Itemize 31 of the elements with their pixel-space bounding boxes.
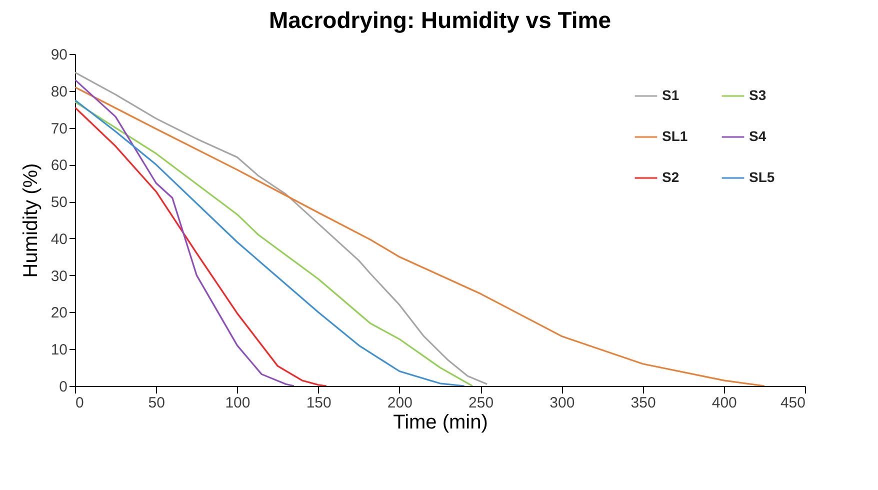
x-tick-label: 0 (76, 394, 84, 412)
x-tick-label: 350 (630, 394, 656, 412)
y-tick-label: 10 (50, 342, 68, 359)
x-tick-label: 150 (306, 394, 332, 412)
y-tick-label: 90 (50, 46, 68, 64)
x-tick-label: 50 (148, 394, 165, 412)
x-tick-label: 200 (387, 394, 412, 412)
y-tick-label: 70 (50, 120, 68, 138)
y-tick-label: 40 (50, 230, 68, 248)
line-series (75, 79, 295, 386)
x-tick-label: 400 (712, 394, 737, 412)
y-tick-label: 0 (59, 378, 68, 396)
legend-label: S2 (662, 169, 680, 185)
legend-label: S1 (662, 87, 680, 103)
line-series (75, 106, 328, 386)
y-axis-title: Humidity (%) (20, 163, 42, 278)
y-tick-label: 20 (50, 304, 68, 322)
legend-label: SL1 (662, 128, 688, 144)
legend-label: S3 (749, 87, 766, 103)
x-tick-label: 450 (780, 394, 806, 412)
y-tick-label: 60 (50, 157, 68, 174)
x-axis-title: Time (min) (393, 412, 488, 434)
y-tick-label: 30 (50, 268, 68, 285)
y-tick-label: 80 (50, 83, 68, 100)
legend-label: SL5 (749, 169, 775, 185)
chart-title: Macrodrying: Humidity vs Time (268, 7, 612, 33)
legend-label: S4 (749, 128, 766, 144)
x-tick-label: 100 (225, 394, 250, 412)
x-tick-label: 250 (468, 394, 494, 412)
y-tick-label: 50 (50, 194, 68, 212)
x-tick-label: 300 (550, 394, 575, 412)
